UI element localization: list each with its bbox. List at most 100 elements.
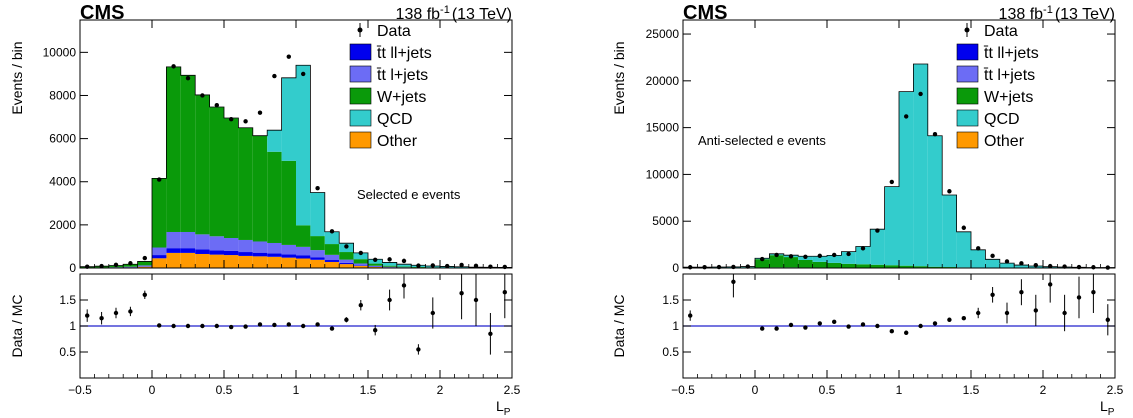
ratio-point xyxy=(1033,308,1039,313)
data-point xyxy=(832,252,837,258)
x-tick-label: 0.5 xyxy=(819,383,836,397)
y-tick-label: 8000 xyxy=(49,88,76,102)
selection-annotation: Anti-selected e events xyxy=(698,133,826,148)
stack-bar xyxy=(238,255,253,268)
legend-item: W+jets xyxy=(349,87,426,106)
legend-item: t̄t l+jets xyxy=(956,65,1035,84)
ratio-point xyxy=(272,322,277,328)
ratio-y-tick-label: 1.5 xyxy=(59,293,76,307)
legend-swatch xyxy=(956,43,979,61)
data-point xyxy=(688,265,693,270)
stack-bar xyxy=(310,250,325,258)
stack-bar xyxy=(985,259,1000,268)
legend-swatch xyxy=(349,109,372,127)
stack-bar xyxy=(396,266,412,268)
stack-bar xyxy=(209,254,224,268)
ratio-point xyxy=(488,331,493,336)
stack-tt-l-jets xyxy=(80,231,512,268)
data-point xyxy=(716,264,722,270)
ratio-point xyxy=(142,292,147,297)
stack-bar xyxy=(755,259,770,268)
legend-swatch xyxy=(956,109,979,127)
stack-bar xyxy=(927,266,943,268)
ratio-point xyxy=(214,323,219,329)
stack-bar xyxy=(1014,265,1029,268)
stack-bar xyxy=(899,265,914,268)
ratio-y-tick-label: 1 xyxy=(69,319,76,333)
legend-label: t̄t ll+jets xyxy=(983,45,1039,62)
ratio-point xyxy=(774,326,779,331)
data-point xyxy=(113,262,119,267)
stack-bar xyxy=(152,178,167,248)
stack-bar xyxy=(296,65,311,226)
stack-bar xyxy=(281,257,296,268)
data-point xyxy=(1048,263,1053,269)
stack-bar xyxy=(971,249,986,268)
right-panel: CMS 138 fb-1 (13 TeV) Events / bin Data /… xyxy=(611,2,1124,418)
ratio-point xyxy=(315,322,320,327)
stack-bar xyxy=(296,255,311,259)
data-point xyxy=(1033,262,1039,268)
legend-item: t̄t ll+jets xyxy=(956,43,1039,62)
ratio-point xyxy=(904,330,909,335)
data-point xyxy=(344,244,349,249)
stack-bar xyxy=(238,127,253,240)
ratio-point xyxy=(502,290,507,295)
ratio-point xyxy=(976,310,981,316)
ratio-point xyxy=(243,324,248,329)
ratio-point xyxy=(731,279,736,284)
ratio-point xyxy=(803,325,808,330)
ratio-y-tick-label: 0.5 xyxy=(662,345,679,359)
legend: Data t̄t ll+jets t̄t l+jets W+jets QCD Other xyxy=(956,23,1039,150)
main-plot: 0 5000 10000 15000 20000 25000 xyxy=(646,19,1116,275)
ratio-point xyxy=(301,323,306,329)
x-tick-label: 1 xyxy=(896,383,903,397)
legend-item: Other xyxy=(956,131,1025,150)
stack-bar xyxy=(798,259,813,268)
data-point xyxy=(817,253,822,259)
data-point xyxy=(760,256,765,262)
stack-bar xyxy=(884,265,899,268)
ratio-point xyxy=(990,292,995,297)
stack-bar xyxy=(209,107,224,237)
stack-bar xyxy=(137,265,152,267)
stack-bar xyxy=(353,265,368,266)
ratio-point xyxy=(1105,317,1111,322)
legend-item: QCD xyxy=(349,109,413,128)
data-point xyxy=(1004,259,1010,264)
stack-bar xyxy=(296,246,311,256)
stack-bar xyxy=(368,266,383,268)
y-tick-label: 0 xyxy=(69,261,76,275)
x-tick-label: 0 xyxy=(149,383,156,397)
legend-swatch xyxy=(349,43,372,61)
y-tick-label: 10000 xyxy=(43,45,77,59)
data-point xyxy=(961,225,966,230)
ratio-y-tick-label: 1 xyxy=(672,319,679,333)
legend-label: W+jets xyxy=(984,89,1033,106)
legend-label: QCD xyxy=(984,111,1020,128)
ratio-point xyxy=(918,323,923,329)
legend-swatch xyxy=(349,65,372,83)
stack-bar xyxy=(238,252,253,256)
stack-bar xyxy=(769,255,784,268)
stack-other xyxy=(80,252,512,268)
data-point xyxy=(373,257,378,263)
stack-bar xyxy=(855,246,871,265)
stack-bar xyxy=(252,256,268,268)
data-point xyxy=(918,91,923,97)
ratio-point xyxy=(113,310,119,316)
ratio-y-axis-label: Data / MC xyxy=(611,294,627,357)
stack-bar xyxy=(310,236,325,251)
data-point xyxy=(214,102,219,108)
stack-bar xyxy=(152,255,167,259)
stack-bar xyxy=(252,252,268,257)
x-tick-label: −0.5 xyxy=(68,383,92,397)
data-point xyxy=(1091,265,1096,270)
stack-bar xyxy=(281,160,296,245)
ratio-point xyxy=(99,316,104,321)
legend-label: W+jets xyxy=(377,89,426,106)
x-tick-label: 0.5 xyxy=(216,383,233,397)
ratio-point xyxy=(416,347,421,352)
data-point xyxy=(301,71,306,77)
stack-bar xyxy=(324,231,340,245)
